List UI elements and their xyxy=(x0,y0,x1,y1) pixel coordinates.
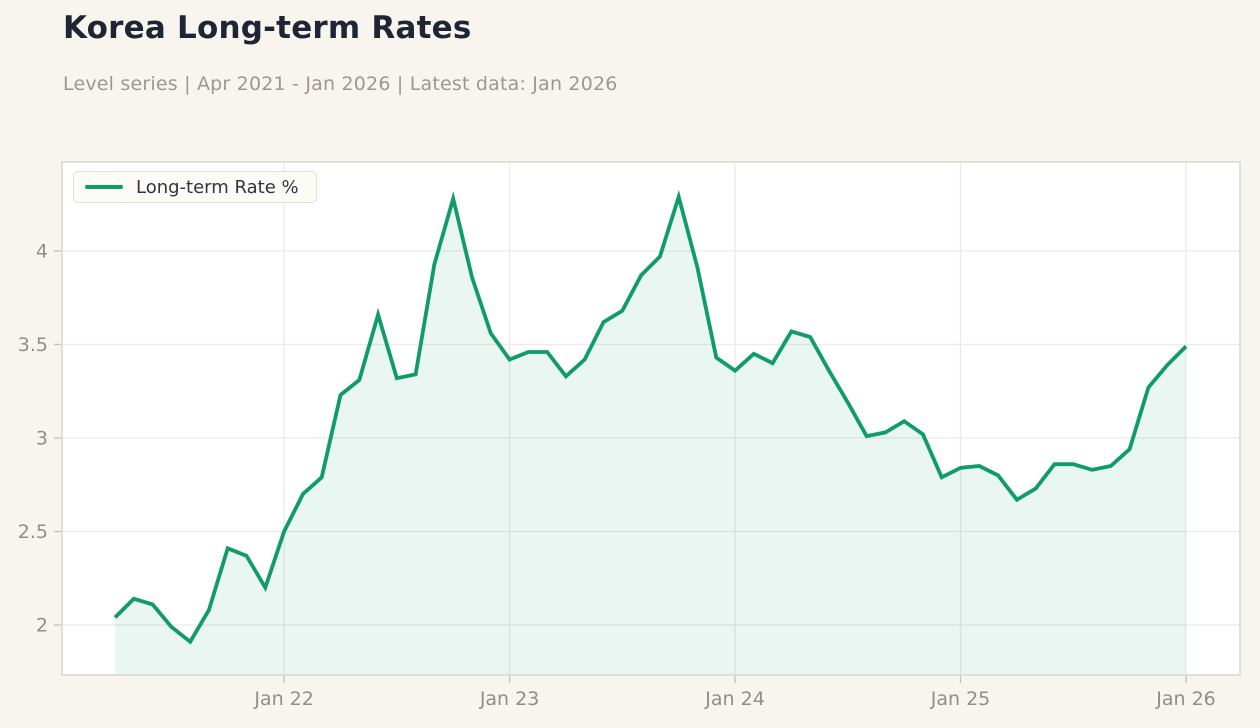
rate-area-fill xyxy=(115,196,1186,676)
legend-line-swatch xyxy=(85,185,123,189)
page-title: Korea Long-term Rates xyxy=(63,10,472,46)
plot-frame xyxy=(61,161,1241,676)
x-tick-label: Jan 22 xyxy=(253,688,314,710)
y-tick-label: 2.5 xyxy=(18,521,48,543)
plot-area xyxy=(62,162,1240,675)
x-tick-label: Jan 24 xyxy=(704,688,765,710)
y-tick-label: 3 xyxy=(36,428,48,450)
y-tick-label: 2 xyxy=(36,615,48,637)
legend-label: Long-term Rate % xyxy=(136,176,299,198)
y-tick-label: 4 xyxy=(36,241,48,263)
x-tick-label: Jan 25 xyxy=(930,688,991,710)
x-tick-label: Jan 26 xyxy=(1155,688,1216,710)
rate-line-series xyxy=(113,189,1188,645)
y-tick-label: 3.5 xyxy=(18,334,48,356)
legend: Long-term Rate % xyxy=(73,171,317,203)
page-subtitle: Level series | Apr 2021 - Jan 2026 | Lat… xyxy=(63,73,618,95)
x-tick-label: Jan 23 xyxy=(479,688,540,710)
